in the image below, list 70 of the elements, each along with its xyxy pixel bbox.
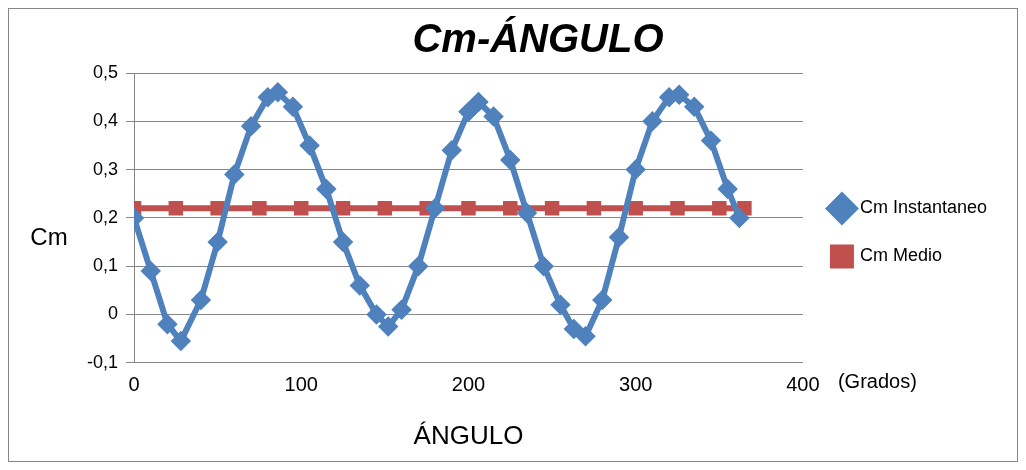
point (334, 233, 353, 252)
point (141, 262, 160, 281)
x-tick-label: 100 (284, 373, 318, 396)
point (643, 112, 662, 131)
legend-label: Cm Instantaneo (859, 197, 988, 218)
x-tick-label: 0 (128, 373, 140, 396)
point (379, 317, 398, 336)
point (503, 201, 518, 216)
point (168, 201, 184, 216)
point (283, 97, 302, 116)
chart-title: Cm-ÁNGULO (412, 16, 664, 61)
point (670, 85, 689, 104)
point (392, 300, 411, 319)
point (628, 201, 643, 216)
x-axis-title: ÁNGULO (413, 419, 524, 450)
y-tick-label: -0,1 (86, 351, 119, 372)
point (670, 201, 685, 216)
point (442, 141, 461, 160)
point (317, 179, 336, 198)
point (469, 92, 488, 111)
point (593, 291, 612, 310)
point (171, 332, 190, 351)
point (191, 291, 210, 310)
y-tick-label: 0,3 (92, 158, 119, 179)
text: (Grados) (837, 370, 917, 393)
point (609, 228, 628, 247)
point (461, 201, 476, 216)
point (737, 201, 752, 216)
point (718, 179, 737, 198)
y-tick-label: 0,4 (92, 110, 119, 131)
y-tick-label: 0,1 (92, 255, 119, 276)
point (730, 208, 749, 227)
legend-label: Cm Medio (859, 245, 942, 266)
point (626, 160, 645, 179)
point (518, 204, 536, 223)
y-tick-label: 0,5 (92, 61, 119, 82)
point (242, 117, 261, 136)
point (576, 327, 595, 346)
point (258, 88, 277, 107)
point (459, 102, 478, 121)
point (335, 201, 351, 216)
point (208, 233, 227, 252)
point (685, 97, 704, 116)
point (426, 199, 445, 218)
point (564, 319, 583, 338)
y-tick-label: 0,2 (92, 206, 119, 227)
point (501, 150, 520, 169)
x-tick-label: 400 (786, 373, 820, 396)
x-tick-label: 200 (451, 373, 486, 396)
point (701, 131, 720, 150)
point (294, 201, 309, 216)
point (544, 201, 560, 216)
point (300, 136, 319, 155)
x-tick-label: 300 (619, 373, 653, 396)
point (252, 201, 267, 216)
point (377, 201, 393, 216)
point (225, 165, 244, 184)
point (210, 201, 225, 216)
point (268, 83, 287, 102)
point (367, 305, 386, 324)
point (484, 107, 503, 126)
point (712, 201, 727, 216)
y-tick-label: 0 (108, 303, 119, 324)
point (586, 201, 602, 216)
point (551, 295, 570, 314)
y-axis-title: Cm (30, 222, 68, 250)
point (409, 257, 428, 276)
point (158, 315, 177, 334)
point (534, 257, 553, 276)
point (350, 276, 369, 295)
